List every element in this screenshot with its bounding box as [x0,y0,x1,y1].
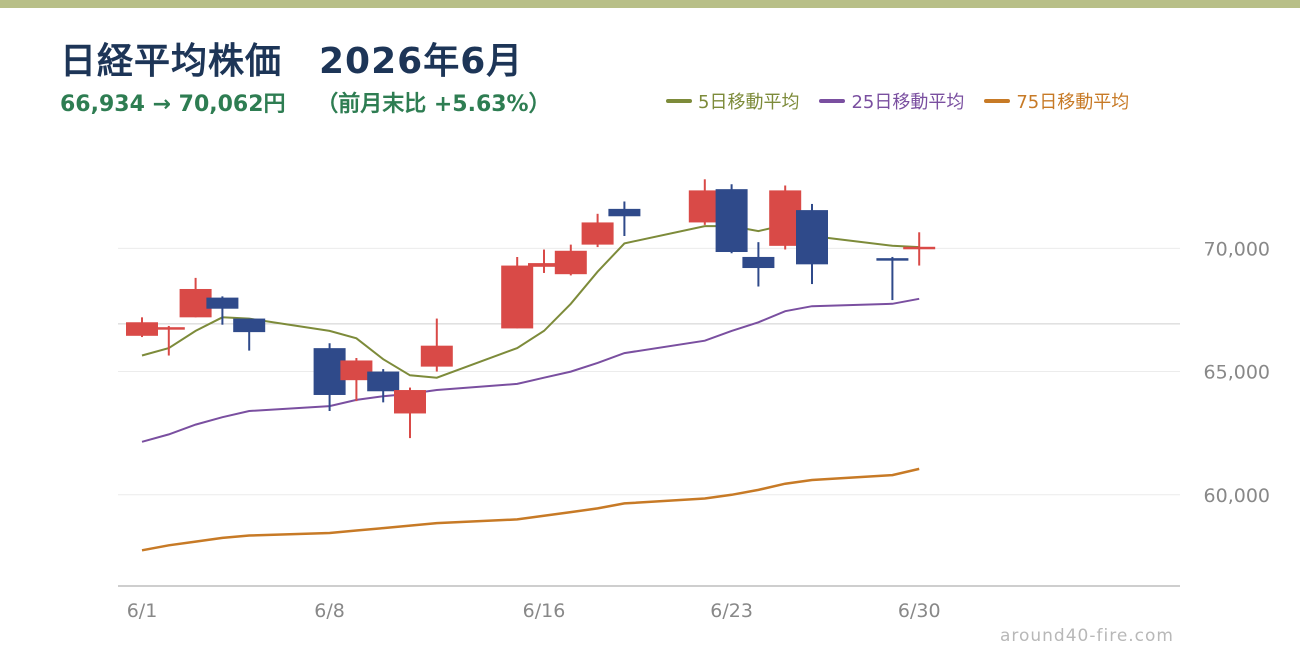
ma-line-75 [141,467,920,552]
x-tick-label: 6/16 [523,600,566,622]
x-tick-label: 6/23 [710,600,753,622]
candle-body [501,265,534,329]
y-tick-label: 60,000 [1204,485,1270,507]
legend-item-ma25: 25日移動平均 [819,88,964,114]
x-tick-label: 6/8 [314,600,345,622]
candle-body [876,258,909,261]
candle-body [313,348,346,395]
candle-body [796,210,828,265]
candle-body [126,322,158,336]
candle-body [742,256,775,269]
legend-item-ma75: 75日移動平均 [984,88,1129,114]
legend-item-ma5: 5日移動平均 [666,88,799,114]
legend-label-ma75: 75日移動平均 [1016,92,1130,113]
candle-body [420,345,453,367]
top-accent-bar [0,0,1300,8]
candle-body [688,190,721,223]
monthly-change: （前月末比 +5.63%） [316,92,551,117]
ma-line-25 [141,297,920,443]
candle-body [528,263,560,267]
candle-body [769,190,802,246]
candle-body [206,297,239,309]
candle-body [152,327,185,330]
price-summary: 66,934 → 70,062円 （前月末比 +5.63%） [60,86,551,118]
legend-label-ma5: 5日移動平均 [698,92,800,113]
x-tick-label: 6/1 [127,600,158,622]
page-title: 日経平均株価 2026年6月 [60,41,524,82]
candle-body [715,189,748,253]
legend-swatch-ma75 [984,99,1011,103]
site-watermark: around40-fire.com [999,626,1174,646]
candle-body [367,371,400,392]
legend-label-ma25: 25日移動平均 [851,92,965,113]
y-tick-label: 70,000 [1204,238,1270,260]
candle-body [394,390,426,414]
candle-body [608,208,641,217]
candle-body [340,360,373,381]
candle-body [554,250,587,275]
price-range: 66,934 → 70,062円 [60,92,286,117]
chart-legend: 5日移動平均 25日移動平均 75日移動平均 [666,88,1129,114]
legend-swatch-ma25 [819,99,846,103]
candle-body [179,288,212,318]
legend-swatch-ma5 [666,99,692,103]
candle-body [581,222,614,245]
x-tick-label: 6/30 [898,600,941,622]
candle-body [903,246,936,250]
candle-body [233,318,266,333]
y-tick-label: 65,000 [1204,362,1270,384]
